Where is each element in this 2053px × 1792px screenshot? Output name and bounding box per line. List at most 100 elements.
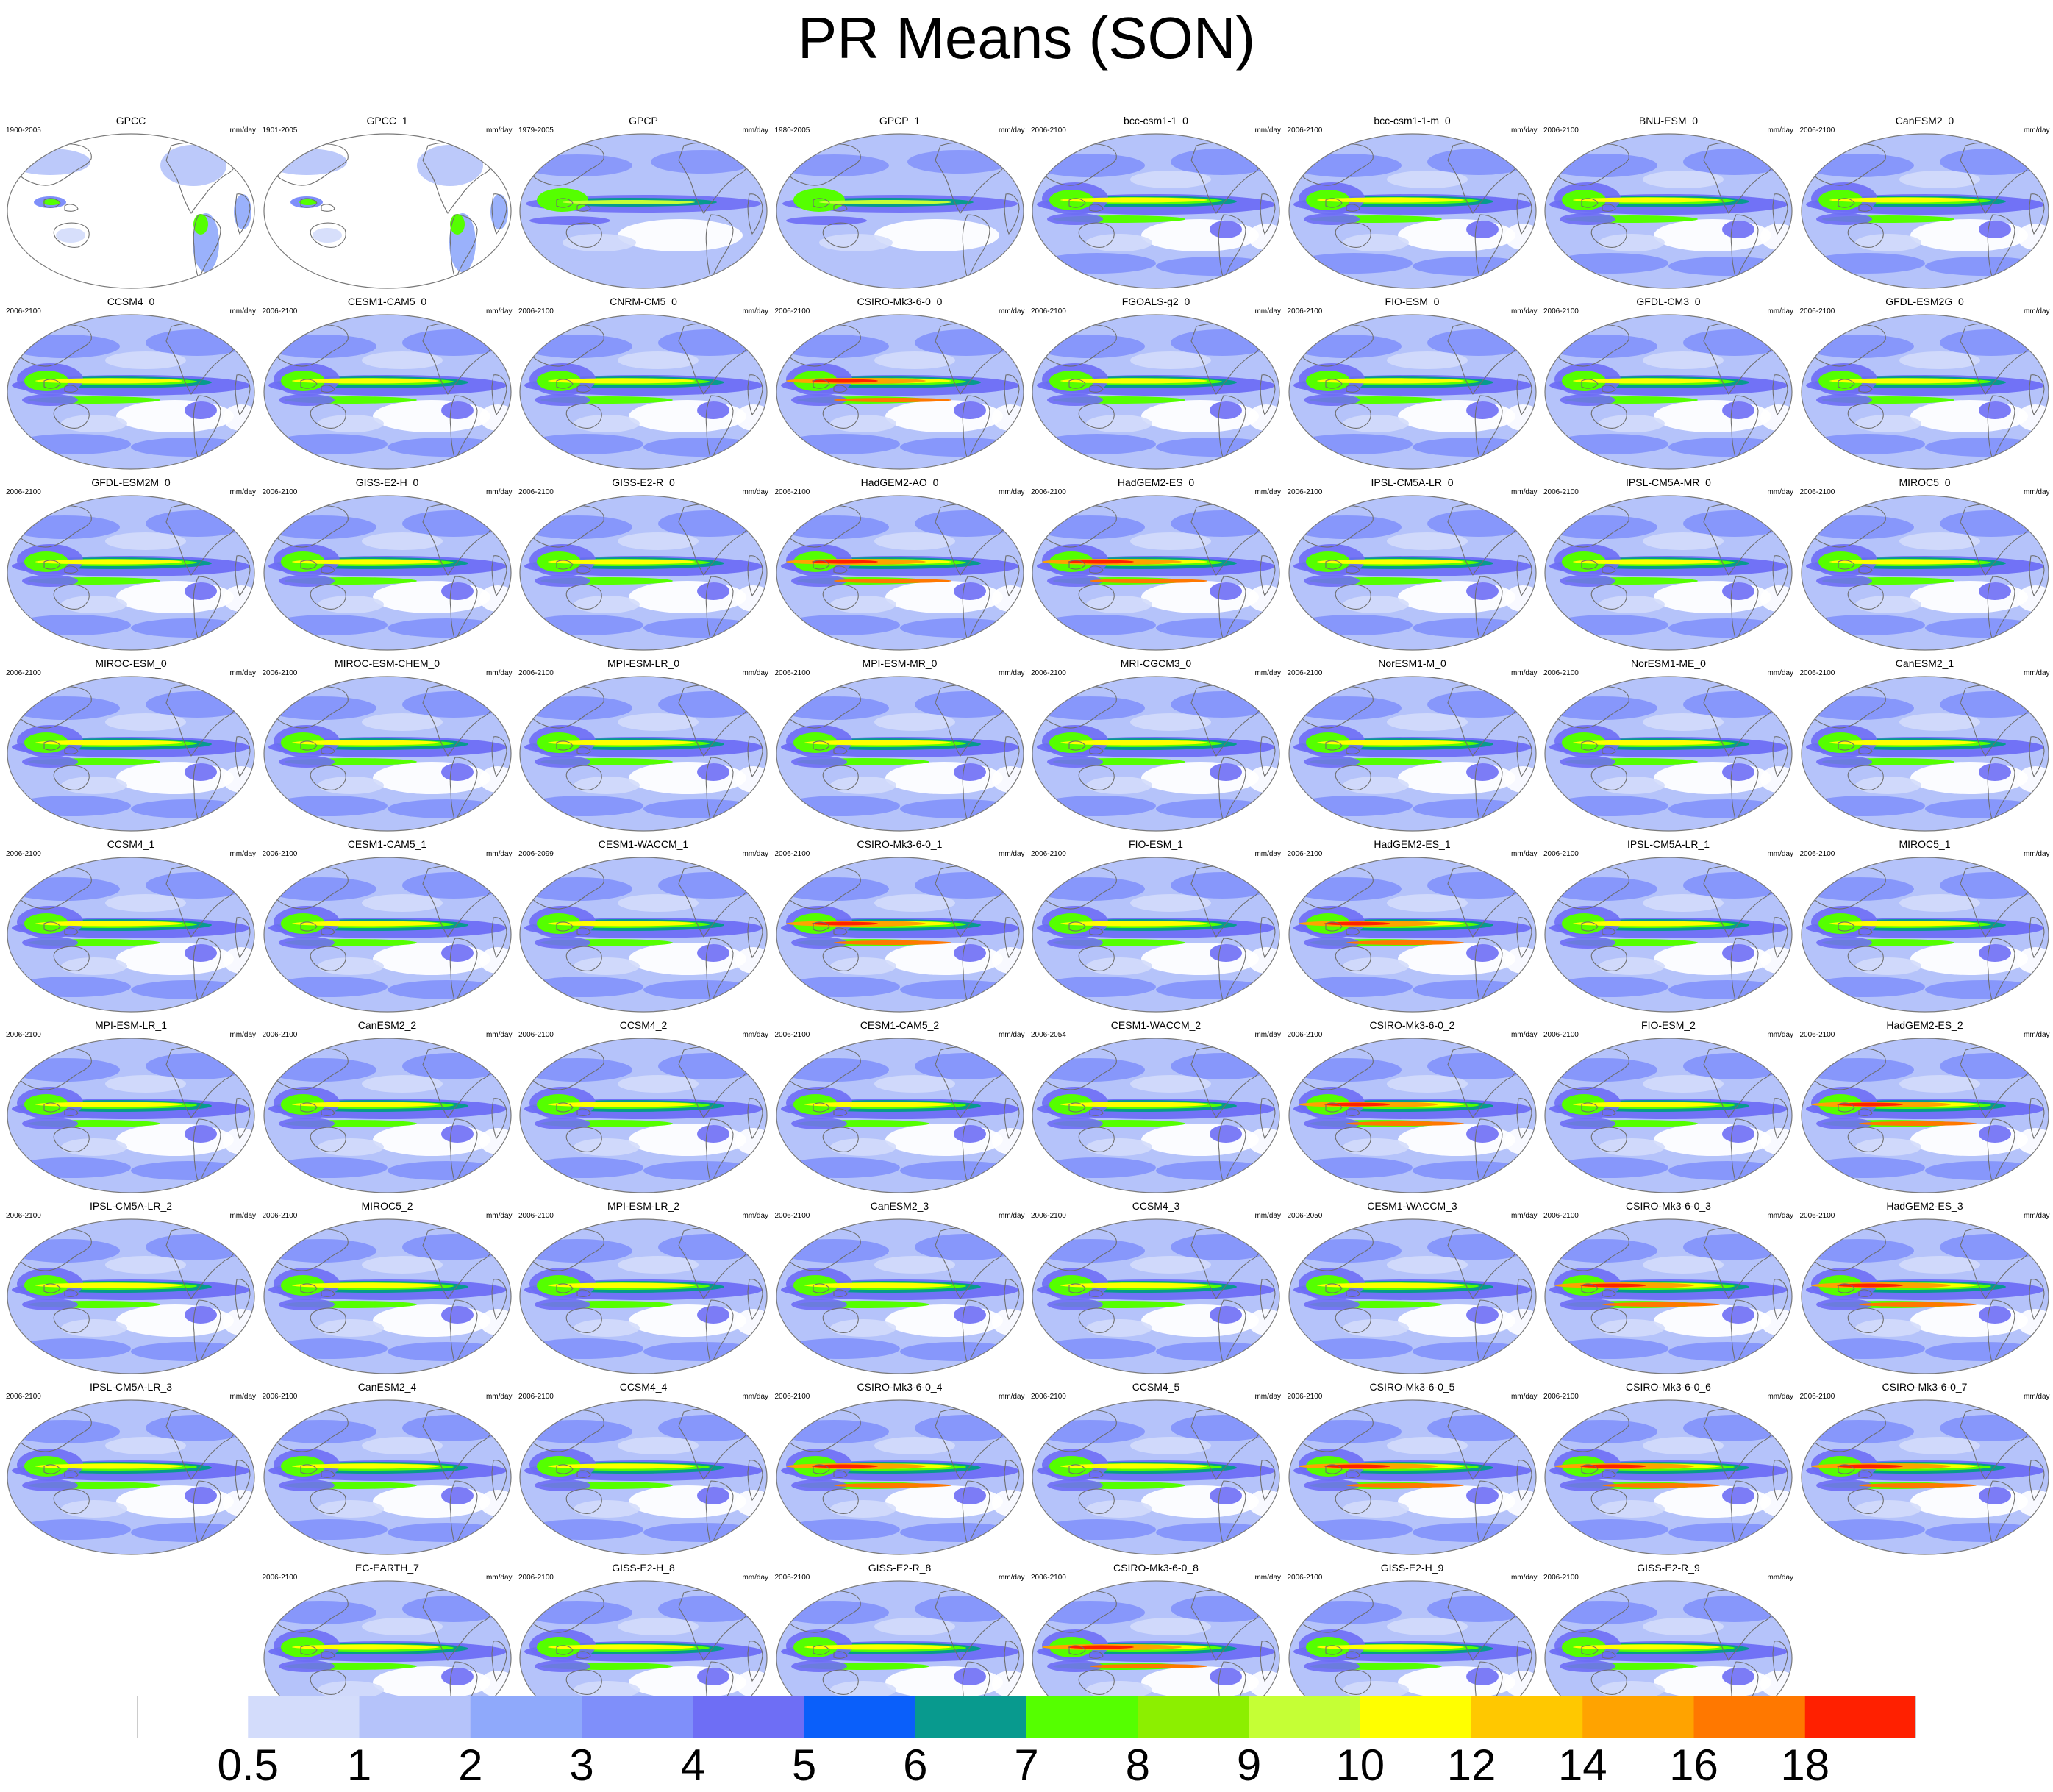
precip-contour-peak <box>811 379 878 383</box>
map-outline <box>1800 314 2049 470</box>
precip-contour <box>522 515 632 539</box>
precip-contour <box>574 957 640 975</box>
colorbar-swatch <box>359 1696 471 1738</box>
panel-units: mm/day <box>229 1393 256 1401</box>
precip-contour <box>1643 351 1724 369</box>
coastline <box>1324 1102 1343 1113</box>
precip-contour <box>907 150 1010 174</box>
map-outline <box>519 857 768 1013</box>
coastline <box>2019 318 2039 334</box>
panel-units: mm/day <box>1510 307 1538 315</box>
precip-contour <box>1156 257 1274 276</box>
precip-contour <box>829 957 896 975</box>
panel-years: 2006-2100 <box>518 1212 554 1220</box>
precip-contour <box>146 329 249 356</box>
precip-contour <box>1290 1601 1402 1624</box>
precip-contour <box>35 740 182 746</box>
precip-contour <box>1171 1415 1274 1441</box>
robinson-map <box>7 676 255 832</box>
precip-contour <box>1815 575 1872 587</box>
panel-units: mm/day <box>742 669 768 677</box>
map-outline <box>7 1399 255 1555</box>
robinson-map <box>7 1399 255 1555</box>
precip-contour <box>1683 691 1786 718</box>
panel-units: mm/day <box>485 126 513 135</box>
coastline <box>1068 1283 1086 1293</box>
coastline <box>320 746 335 754</box>
robinson-map <box>519 1038 768 1193</box>
precip-contour <box>146 1415 249 1441</box>
precip-contour <box>697 1125 729 1143</box>
precip-contour <box>874 1256 955 1274</box>
colorbar-swatch <box>915 1696 1027 1738</box>
coastline <box>1602 927 1616 935</box>
precip-contour <box>10 1420 120 1443</box>
coastline <box>1078 1307 1115 1333</box>
coastline <box>565 1307 602 1333</box>
precip-contour <box>1899 1075 1980 1093</box>
colorbar-swatch <box>1582 1696 1694 1738</box>
precip-contour <box>1210 1125 1242 1143</box>
coastline <box>1590 946 1627 971</box>
precip-contour <box>278 756 335 768</box>
coastline <box>1847 765 1884 790</box>
panel-units: mm/day <box>1510 488 1538 496</box>
coastline <box>193 576 221 643</box>
precip-contour <box>1130 171 1211 188</box>
panel-title: MIROC5_2 <box>361 1200 413 1212</box>
coastline <box>1847 1488 1884 1514</box>
precip-contour <box>291 559 439 565</box>
panel-title: GFDL-ESM2G_0 <box>1885 296 1964 307</box>
precip-contour <box>1978 944 2011 962</box>
robinson-map <box>775 133 1024 289</box>
panel-title: bcc-csm1-1_0 <box>1124 115 1188 126</box>
precip-contour <box>1978 221 2011 238</box>
precip-contour <box>160 145 226 186</box>
coastline <box>738 1404 757 1419</box>
precip-contour <box>778 515 889 539</box>
map-panel: GFDL-ESM2G_0 2006-2100 mm/day <box>1800 296 2050 472</box>
coastline <box>1857 1108 1873 1116</box>
precip-contour <box>522 1420 632 1443</box>
precip-contour-high <box>833 398 951 402</box>
panel-units: mm/day <box>998 669 1025 677</box>
map-panel: GFDL-ESM2M_0 2006-2100 mm/day <box>6 476 256 653</box>
coastline <box>235 1279 251 1321</box>
coastline <box>193 1480 221 1547</box>
precip-contour <box>1854 415 1921 432</box>
coastline <box>299 560 318 570</box>
panel-years: 2006-2100 <box>6 669 41 677</box>
coastline <box>576 204 591 212</box>
precip-contour <box>537 188 588 212</box>
coastline <box>705 938 734 1004</box>
coastline <box>235 917 251 959</box>
coastline <box>556 560 574 570</box>
precip-contour-peak <box>1068 560 1134 564</box>
precip-contour <box>829 1138 896 1156</box>
precip-contour <box>522 1239 632 1263</box>
colorbar-tick-label: 9 <box>1236 1741 1262 1790</box>
coastlines <box>1293 861 1532 1004</box>
coastline <box>962 757 990 824</box>
coastline <box>1987 214 2015 281</box>
precip-contour <box>1643 713 1724 731</box>
precip-contour <box>1668 980 1786 999</box>
map-outline <box>519 676 768 832</box>
coastline <box>738 680 757 696</box>
map-field <box>522 691 767 818</box>
precip-contour <box>1722 763 1754 781</box>
panel-title: CCSM4_4 <box>619 1381 668 1393</box>
map-panel: CCSM4_1 2006-2100 mm/day <box>6 838 256 1015</box>
map-panel: GISS-E2-R_0 2006-2100 mm/day <box>518 476 768 653</box>
precip-contour <box>361 1437 443 1454</box>
panel-years: 2006-2100 <box>262 1574 298 1582</box>
coastline <box>1078 1488 1115 1514</box>
precip-contour <box>1130 532 1211 550</box>
precip-contour <box>1854 957 1921 975</box>
panel-units: mm/day <box>485 669 513 677</box>
precip-contour <box>1465 221 1499 238</box>
precip-contour <box>1643 1618 1724 1635</box>
coastline <box>1260 1460 1276 1502</box>
precip-contour <box>1086 415 1152 432</box>
precip-contour <box>1829 197 1977 203</box>
